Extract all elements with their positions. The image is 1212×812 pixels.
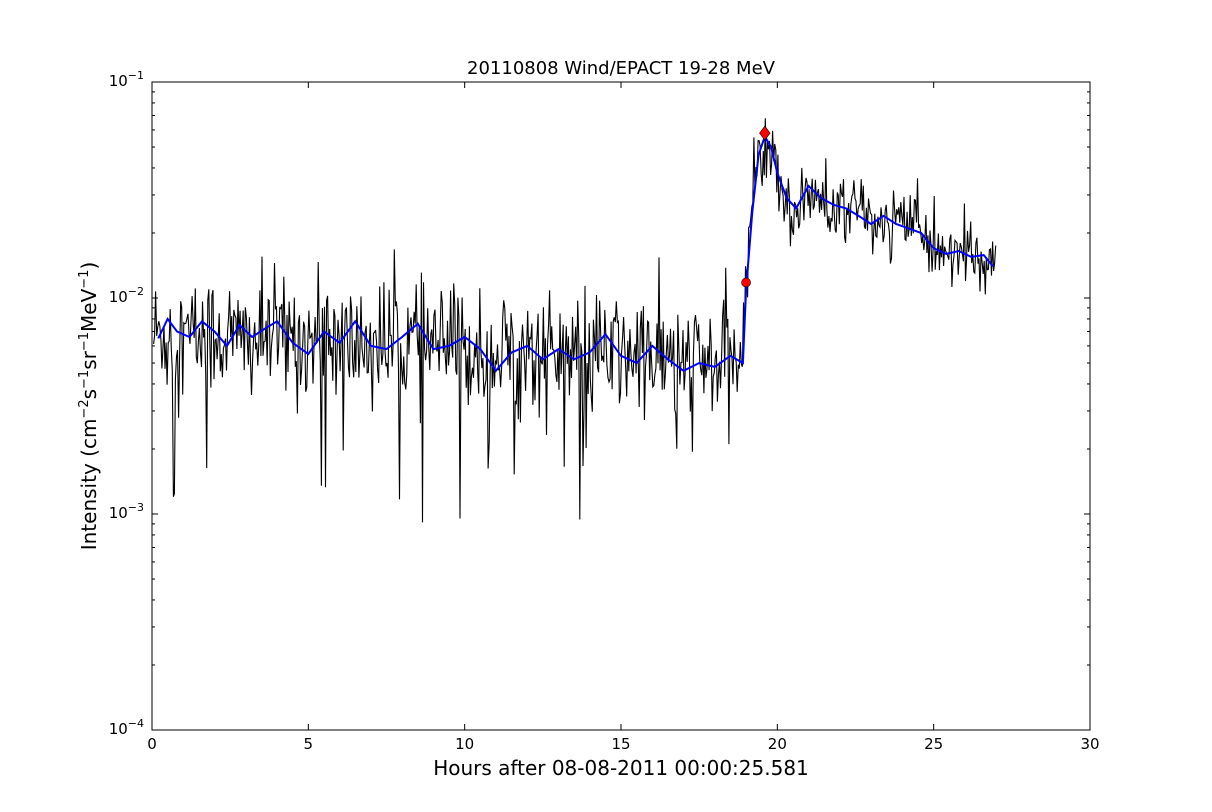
x-tick-label: 10 bbox=[455, 735, 474, 753]
y-axis-title: Intensity (cm−2s−1sr−1MeV−1) bbox=[77, 262, 101, 551]
x-tick-label: 20 bbox=[768, 735, 787, 753]
axis-ticks: 0 5 10 15 20 25 30 10−4 10−3 10−2 10−1 bbox=[109, 69, 1100, 753]
raw-intensity-line bbox=[153, 118, 997, 523]
x-tick-label: 15 bbox=[611, 735, 630, 753]
onset-marker bbox=[741, 277, 751, 288]
chart-title: 20110808 Wind/EPACT 19-28 MeV bbox=[467, 58, 776, 79]
y-tick-label: 10−1 bbox=[109, 69, 144, 90]
plot-frame bbox=[151, 81, 1091, 731]
x-tick-label: 0 bbox=[147, 735, 157, 753]
y-tick-label: 10−4 bbox=[109, 717, 144, 738]
x-tick-label: 30 bbox=[1080, 735, 1099, 753]
smoothed-intensity-line bbox=[157, 134, 994, 373]
y-tick-label: 10−2 bbox=[109, 285, 144, 306]
x-tick-label: 25 bbox=[924, 735, 943, 753]
x-tick-label: 5 bbox=[304, 735, 314, 753]
x-axis-title: Hours after 08-08-2011 00:00:25.581 bbox=[433, 756, 809, 780]
peak-marker bbox=[759, 125, 771, 141]
y-tick-label: 10−3 bbox=[109, 501, 144, 522]
plot-area bbox=[153, 118, 997, 523]
